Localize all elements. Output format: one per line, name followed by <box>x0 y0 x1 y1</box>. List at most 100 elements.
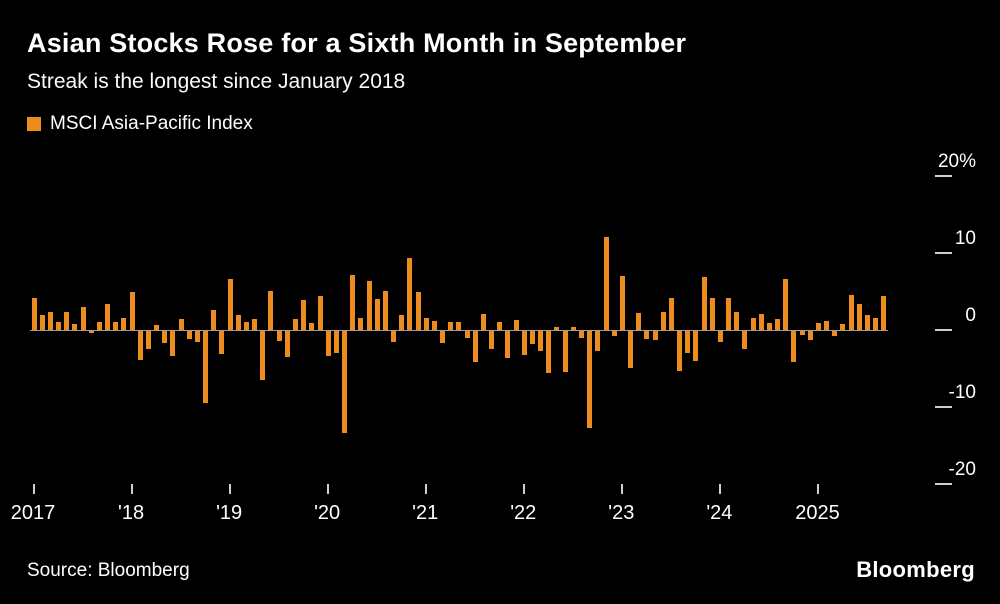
bar-month <box>464 331 470 338</box>
x-axis: 2017 '18 '19 '20 '21 '22 '23 '24 2025 <box>11 480 910 540</box>
x-axis-tick-mark <box>621 484 624 494</box>
bar-month <box>39 314 45 330</box>
bloomberg-logo: Bloomberg <box>856 557 975 582</box>
x-axis-tick-mark <box>229 484 232 494</box>
bar-month <box>211 309 217 330</box>
bar-month <box>505 331 511 358</box>
bar-month <box>546 331 552 373</box>
bar-month <box>113 322 119 330</box>
bar-month <box>268 290 274 330</box>
bar-month <box>668 298 674 330</box>
bar-month <box>145 331 151 350</box>
x-axis-tick-mark <box>327 484 330 494</box>
bar-month <box>578 331 584 338</box>
bar-month <box>775 319 781 330</box>
bar-month <box>276 331 282 341</box>
bar-month <box>864 314 870 330</box>
bar-month <box>129 292 135 330</box>
bar-month <box>301 299 307 330</box>
bar-month <box>489 331 495 350</box>
x-axis-tick-label: 2017 <box>10 502 56 524</box>
bar-month <box>783 279 789 330</box>
bar-month <box>178 319 184 330</box>
bar-month <box>529 331 535 345</box>
bar-month <box>154 325 160 330</box>
bar-chart-plot-area <box>30 150 888 502</box>
x-axis-tick-mark <box>131 484 134 494</box>
bar-month <box>137 331 143 361</box>
bar-month <box>72 323 78 330</box>
bar-month <box>603 236 609 330</box>
bar-month <box>848 294 854 330</box>
bar-month <box>284 331 290 358</box>
bar-month <box>374 299 380 330</box>
bar-month <box>64 311 70 330</box>
bar-month <box>80 306 86 330</box>
bar-month <box>873 317 879 330</box>
bar-month <box>423 318 429 330</box>
bar-month <box>742 331 748 350</box>
bar-month <box>96 322 102 330</box>
bar-month <box>644 331 650 340</box>
bar-month <box>317 296 323 330</box>
bar-month <box>350 274 356 330</box>
legend-swatch-icon <box>27 117 41 131</box>
bar-month <box>162 331 168 344</box>
bar-month <box>693 331 699 362</box>
source-credit: Source: Bloomberg <box>27 560 190 581</box>
bar-month <box>47 312 53 330</box>
bar-month <box>88 331 94 334</box>
bar-month <box>170 331 176 356</box>
bar-month <box>766 323 772 330</box>
legend-label: MSCI Asia-Pacific Index <box>50 113 253 134</box>
bar-month <box>358 318 364 330</box>
x-axis-tick-label: '21 <box>412 502 439 524</box>
y-axis-tick-label: -20 <box>948 459 976 480</box>
x-axis-tick-label: '24 <box>706 502 733 524</box>
bar-month <box>717 331 723 342</box>
bar-month <box>31 297 37 330</box>
y-axis-tick-mark <box>935 406 952 408</box>
bar-month <box>840 323 846 330</box>
bar-month <box>194 331 200 342</box>
bar-month <box>660 311 666 330</box>
bar-month <box>628 331 633 368</box>
bar-month <box>260 331 266 380</box>
bar-month <box>677 331 683 372</box>
bar-month <box>448 321 454 330</box>
bar-month <box>333 331 339 354</box>
x-axis-tick-label: '18 <box>118 502 145 524</box>
bar-month <box>415 292 421 330</box>
bar-month <box>309 323 315 330</box>
bar-month <box>252 319 258 330</box>
bar-month <box>726 297 732 330</box>
bar-month <box>832 331 838 336</box>
x-axis-tick-label: '20 <box>314 502 341 524</box>
bar-month <box>472 331 478 362</box>
bar-month <box>121 317 127 330</box>
x-axis-tick-mark <box>817 484 820 494</box>
bar-month <box>407 258 413 330</box>
bar-month <box>243 321 249 330</box>
bar-month <box>105 303 111 330</box>
x-axis-tick-label: '19 <box>216 502 243 524</box>
bar-month <box>750 317 756 330</box>
bar-month <box>562 331 568 372</box>
bar-month <box>538 331 544 352</box>
bar-month <box>235 314 241 330</box>
bar-month <box>325 331 331 356</box>
bar-month <box>758 313 764 330</box>
x-axis-tick-mark <box>523 484 526 494</box>
x-axis-tick-label: '22 <box>510 502 537 524</box>
bar-month <box>709 298 715 330</box>
bar-month <box>611 331 617 337</box>
y-axis-tick-mark <box>935 483 952 485</box>
bar-month <box>227 279 233 330</box>
x-axis-tick-label: '23 <box>608 502 635 524</box>
bar-month <box>570 326 576 330</box>
chart-subtitle: Streak is the longest since January 2018 <box>27 70 406 93</box>
bar-month <box>56 322 61 330</box>
bar-month <box>497 322 503 330</box>
bar-month <box>456 322 462 330</box>
bar-month <box>203 331 209 404</box>
